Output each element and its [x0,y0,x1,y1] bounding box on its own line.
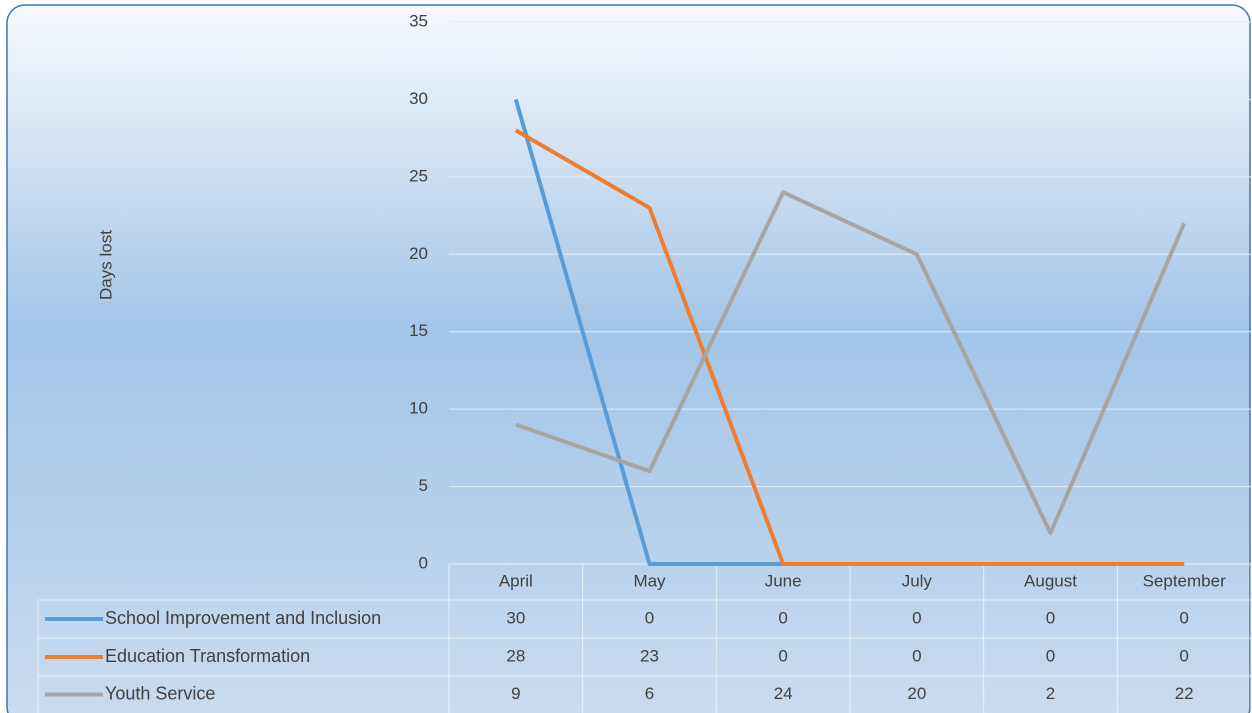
y-tick-label: 25 [409,166,428,185]
y-tick-label: 35 [409,11,428,30]
table-value: 0 [912,646,921,665]
table-value: 9 [511,684,520,703]
x-tick-label: June [765,571,802,590]
x-tick-label: April [499,571,533,590]
y-tick-label: 10 [409,399,428,418]
y-tick-label: 0 [419,553,428,572]
table-value: 0 [912,608,921,627]
x-tick-label: August [1024,571,1077,590]
table-value: 20 [907,684,926,703]
x-tick-label: May [633,571,666,590]
x-tick-label: July [902,571,933,590]
table-value: 0 [778,608,787,627]
y-tick-label: 15 [409,321,428,340]
series-line [515,190,1187,535]
table-value: 30 [506,608,525,627]
y-tick-label: 5 [419,476,428,495]
x-tick-label: September [1143,571,1226,590]
table-value: 0 [645,608,654,627]
table-value: 0 [1046,646,1055,665]
y-tick-label: 20 [409,244,428,263]
table-value: 23 [640,646,659,665]
table-value: 0 [1179,646,1188,665]
legend-label: Education Transformation [105,646,310,666]
legend-label: Youth Service [105,683,215,703]
table-value: 2 [1046,684,1055,703]
table-value: 6 [645,684,654,703]
table-value: 0 [1179,608,1188,627]
y-axis-label: Days lost [96,230,115,300]
series-line [514,128,1185,566]
legend-label: School Improvement and Inclusion [105,608,381,628]
table-value: 24 [774,684,793,703]
table-value: 22 [1175,684,1194,703]
chart-area [6,4,1251,713]
table-value: 0 [1046,608,1055,627]
y-tick-label: 30 [409,89,428,108]
table-value: 0 [778,646,787,665]
table-value: 28 [506,646,525,665]
